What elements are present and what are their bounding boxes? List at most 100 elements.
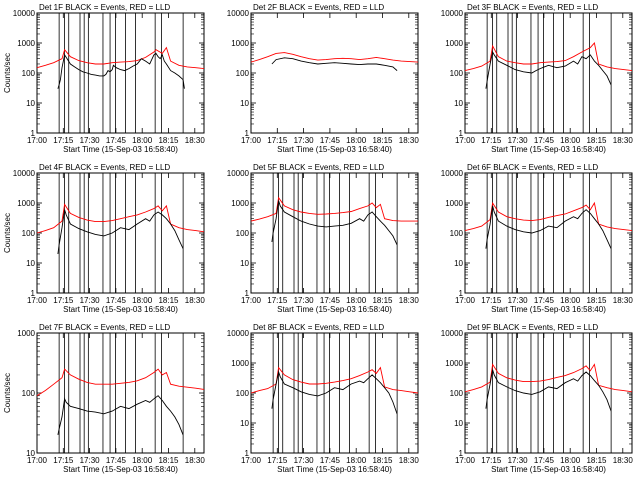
y-tick-label: 10 [454,419,463,428]
x-tick-label: 17:15 [481,456,502,465]
y-tick-label: 1000 [17,39,35,48]
x-tick-label: 17:00 [27,136,48,145]
series-line-events [271,370,398,415]
x-tick-label: 18:00 [560,296,581,305]
panel-title: Det 3F BLACK = Events, RED = LLD [467,3,598,12]
y-tick-label: 100 [450,69,464,78]
x-tick-label: 17:30 [80,136,101,145]
x-tick-label: 17:30 [294,296,315,305]
series-line-events [485,50,612,89]
x-tick-label: 18:15 [158,456,179,465]
x-tick-label: 17:45 [106,456,127,465]
x-tick-label: 18:30 [399,136,420,145]
y-tick-label: 10 [454,99,463,108]
series-line-lld [36,203,205,234]
y-tick-label: 100 [22,229,36,238]
panel-det-6: Det 6F BLACK = Events, RED = LLD 1 10 100 10… [441,163,634,314]
plot-frame [250,172,419,294]
y-tick-label: 100 [236,229,250,238]
x-tick-label: 17:45 [320,136,341,145]
y-tick-label: 10 [26,449,35,458]
panel-title: Det 4F BLACK = Events, RED = LLD [39,163,170,172]
x-tick-label: 17:15 [481,296,502,305]
panel-title: Det 7F BLACK = Events, RED = LLD [39,323,170,332]
series-line-events [57,52,185,89]
y-tick-label: 100 [450,389,464,398]
plot-frame [36,332,205,454]
y-tick-label: 10000 [441,329,464,338]
x-tick-label: 17:45 [320,456,341,465]
panel-det-4: Det 4F BLACK = Events, RED = LLD 1 10 100 10… [3,163,205,314]
x-tick-label: 18:00 [346,456,367,465]
y-tick-label: 1000 [231,359,249,368]
y-tick-label: 10000 [227,169,250,178]
x-tick-label: 17:30 [508,136,529,145]
y-tick-label: 1000 [17,199,35,208]
plot-frame [464,332,633,454]
x-tick-label: 18:00 [132,296,153,305]
y-tick-label: 10 [240,259,249,268]
panel-det-9: Det 9F BLACK = Events, RED = LLD 1 10 100 10… [441,323,634,474]
series-line-events [271,200,398,246]
panel-det-1: Det 1F BLACK = Events, RED = LLD 1 10 100 10… [3,3,205,154]
x-tick-label: 18:00 [560,456,581,465]
x-tick-label: 17:45 [534,456,555,465]
panel-title: Det 8F BLACK = Events, RED = LLD [253,323,384,332]
x-tick-label: 18:30 [613,136,634,145]
x-tick-label: 17:30 [294,456,315,465]
panel-title: Det 1F BLACK = Events, RED = LLD [39,3,170,12]
x-tick-label: 18:15 [586,136,607,145]
x-tick-label: 17:15 [267,296,288,305]
x-tick-label: 18:30 [185,456,206,465]
y-tick-label: 10 [26,99,35,108]
series-line-lld [250,52,419,63]
x-tick-label: 17:45 [106,296,127,305]
x-tick-label: 18:30 [613,296,634,305]
y-tick-label: 100 [236,69,250,78]
panel-title: Det 9F BLACK = Events, RED = LLD [467,323,598,332]
panel-det-5: Det 5F BLACK = Events, RED = LLD 1 10 100 10… [227,163,420,314]
x-tick-label: 18:15 [586,456,607,465]
x-tick-label: 18:30 [185,136,206,145]
x-tick-label: 17:15 [481,136,502,145]
panel-det-2: Det 2F BLACK = Events, RED = LLD 1 10 100 10… [227,3,420,154]
x-tick-label: 18:00 [132,456,153,465]
x-tick-label: 17:15 [53,136,74,145]
x-tick-label: 17:15 [267,136,288,145]
x-tick-label: 17:45 [320,296,341,305]
y-tick-label: 100 [22,389,36,398]
y-tick-label: 1 [31,129,36,138]
plot-frame [464,12,633,134]
y-tick-label: 100 [236,389,250,398]
x-tick-label: 17:00 [27,296,48,305]
x-axis-label: Start Time (15-Sep-03 16:58:40) [491,305,606,314]
x-axis-label: Start Time (15-Sep-03 16:58:40) [491,145,606,154]
x-tick-label: 17:15 [267,456,288,465]
x-tick-label: 17:30 [80,296,101,305]
plot-frame [250,12,419,134]
series-line-lld [250,196,418,222]
series-line-lld [464,363,633,393]
y-tick-label: 1000 [231,199,249,208]
y-tick-label: 1 [459,289,464,298]
x-tick-label: 17:00 [27,456,48,465]
y-tick-label: 1000 [445,39,463,48]
series-line-events [57,395,184,436]
x-tick-label: 18:00 [346,296,367,305]
x-axis-label: Start Time (15-Sep-03 16:58:40) [277,465,392,474]
x-tick-label: 18:00 [346,136,367,145]
x-tick-label: 17:00 [455,136,476,145]
y-tick-label: 1000 [445,199,463,208]
y-tick-label: 100 [450,229,464,238]
y-tick-label: 1000 [17,329,35,338]
panel-title: Det 6F BLACK = Events, RED = LLD [467,163,598,172]
y-tick-label: 10000 [227,9,250,18]
x-axis-label: Start Time (15-Sep-03 16:58:40) [277,145,392,154]
x-tick-label: 17:00 [455,296,476,305]
y-tick-label: 10 [454,259,463,268]
x-tick-label: 18:00 [132,136,153,145]
panel-det-7: Det 7F BLACK = Events, RED = LLD 10 100 100… [3,323,205,474]
y-tick-label: 10 [26,259,35,268]
